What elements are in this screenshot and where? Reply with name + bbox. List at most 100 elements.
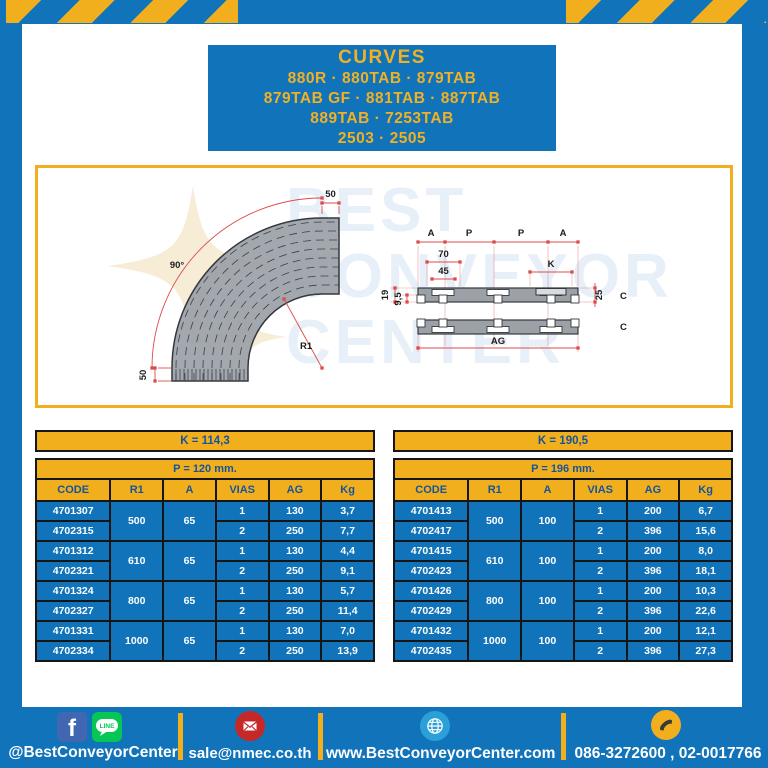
dim-label-ag: AG bbox=[491, 336, 505, 347]
table-row: 4701307 500 65 1 130 3,7 bbox=[34, 500, 375, 542]
cell-ag: 250 bbox=[267, 640, 323, 662]
cell-vias: 1 bbox=[214, 620, 270, 642]
footer-divider bbox=[318, 713, 323, 760]
table-row: 4702417 2 396 15,6 bbox=[392, 520, 733, 542]
spec-table-k114: K = 114,3 P = 120 mm. CODE R1 A VIAS AG Kg 47… bbox=[34, 430, 375, 662]
cell-ag: 396 bbox=[625, 560, 681, 582]
cell-code: 4701413 bbox=[392, 500, 470, 522]
dim-label-50-left: 50 bbox=[138, 370, 149, 381]
svg-text:LINE: LINE bbox=[100, 723, 115, 730]
column-header-code: CODE bbox=[392, 478, 470, 502]
cell-r1: 800 bbox=[467, 580, 523, 622]
cell-ag: 396 bbox=[625, 600, 681, 622]
end-face-hatch bbox=[175, 369, 245, 380]
cell-kg: 6,7 bbox=[678, 500, 733, 522]
table-row: 4702321 2 250 9,1 bbox=[34, 560, 375, 582]
dim-label-25: 25 bbox=[594, 289, 605, 300]
table-row: 4702327 2 250 11,4 bbox=[34, 600, 375, 622]
cell-vias: 2 bbox=[572, 560, 628, 582]
cell-vias: 1 bbox=[572, 500, 628, 522]
cell-r1: 610 bbox=[467, 540, 523, 582]
globe-icon bbox=[420, 711, 450, 741]
dim-label-k: K bbox=[548, 259, 555, 270]
curve-and-section-drawing: 50 50 90° R1 bbox=[138, 189, 627, 383]
k-tab-insert bbox=[535, 288, 567, 296]
cell-kg: 3,7 bbox=[320, 500, 375, 522]
cell-code: 4701432 bbox=[392, 620, 470, 642]
dim-label-19: 19 bbox=[380, 290, 391, 301]
spec-table-k190: K = 190,5 P = 196 mm. CODE R1 A VIAS AG Kg 47… bbox=[392, 430, 733, 662]
facebook-handle: @BestConveyorCenter bbox=[8, 744, 178, 761]
dim-label-90deg: 90° bbox=[170, 260, 185, 271]
column-header-ag: AG bbox=[625, 478, 681, 502]
cell-vias: 1 bbox=[572, 540, 628, 562]
cell-code: 4702315 bbox=[34, 520, 112, 542]
cell-vias: 2 bbox=[572, 600, 628, 622]
cell-code: 4702417 bbox=[392, 520, 470, 542]
cell-ag: 130 bbox=[267, 580, 323, 602]
p-value-header: P = 196 mm. bbox=[393, 458, 733, 480]
table-row: 4702423 2 396 18,1 bbox=[392, 560, 733, 582]
email-address: sale@nmec.co.th bbox=[188, 745, 312, 762]
column-header-kg: Kg bbox=[678, 478, 733, 502]
cell-ag: 250 bbox=[267, 520, 323, 542]
facebook-icon: f bbox=[57, 712, 87, 742]
cell-a: 100 bbox=[520, 580, 575, 622]
cell-kg: 11,4 bbox=[320, 600, 375, 622]
k-value-header: K = 190,5 bbox=[393, 430, 733, 452]
email-icon bbox=[235, 711, 265, 741]
dim-label-a1: A bbox=[428, 228, 435, 239]
column-header-kg: Kg bbox=[320, 478, 375, 502]
table-row: 4701331 1000 65 1 130 7,0 bbox=[34, 620, 375, 662]
cell-ag: 200 bbox=[625, 620, 681, 642]
p-value-header: P = 120 mm. bbox=[35, 458, 375, 480]
cell-kg: 4,4 bbox=[320, 540, 375, 562]
title-model-line: 889TAB · 7253TAB bbox=[310, 110, 454, 127]
cell-a: 100 bbox=[520, 500, 575, 542]
column-header-a: A bbox=[162, 478, 217, 502]
curve-drawing: 50 50 90° R1 bbox=[138, 189, 341, 383]
cell-vias: 1 bbox=[572, 580, 628, 602]
cell-kg: 15,6 bbox=[678, 520, 733, 542]
cell-vias: 1 bbox=[572, 620, 628, 642]
column-header-ag: AG bbox=[267, 478, 323, 502]
dim-label-70: 70 bbox=[438, 249, 449, 260]
title-model-line: 879TAB GF · 881TAB · 887TAB bbox=[263, 90, 501, 107]
cell-kg: 7,7 bbox=[320, 520, 375, 542]
data-table: P = 120 mm. CODE R1 A VIAS AG Kg 4701307 500 65… bbox=[34, 458, 375, 662]
cell-kg: 27,3 bbox=[678, 640, 733, 662]
cell-code: 4702334 bbox=[34, 640, 112, 662]
dim-label-r1: R1 bbox=[300, 341, 313, 352]
cell-vias: 2 bbox=[214, 600, 270, 622]
footer-divider bbox=[178, 713, 183, 760]
cell-code: 4702423 bbox=[392, 560, 470, 582]
cell-ag: 200 bbox=[625, 540, 681, 562]
table-row: 4702429 2 396 22,6 bbox=[392, 600, 733, 622]
table-row: 4701426 800 100 1 200 10,3 bbox=[392, 580, 733, 622]
cell-vias: 1 bbox=[214, 500, 270, 522]
cell-vias: 2 bbox=[572, 640, 628, 662]
cell-r1: 610 bbox=[109, 540, 165, 582]
cell-code: 4701415 bbox=[392, 540, 470, 562]
cell-kg: 12,1 bbox=[678, 620, 733, 642]
cell-ag: 250 bbox=[267, 560, 323, 582]
dim-label-p1: P bbox=[466, 228, 473, 239]
line-icon: LINE bbox=[92, 712, 122, 742]
table-row: 4702435 2 396 27,3 bbox=[392, 640, 733, 662]
cell-vias: 2 bbox=[214, 520, 270, 542]
cell-r1: 500 bbox=[109, 500, 165, 542]
table-row: 4701324 800 65 1 130 5,7 bbox=[34, 580, 375, 622]
column-header-a: A bbox=[520, 478, 575, 502]
cell-ag: 130 bbox=[267, 620, 323, 642]
phone-icon bbox=[651, 710, 681, 740]
title-model-line: 880R · 880TAB · 879TAB bbox=[287, 70, 477, 87]
cell-code: 4702327 bbox=[34, 600, 112, 622]
cell-ag: 130 bbox=[267, 540, 323, 562]
table-row: 4702334 2 250 13,9 bbox=[34, 640, 375, 662]
table-row: 4701413 500 100 1 200 6,7 bbox=[392, 500, 733, 542]
website-url: www.BestConveyorCenter.com bbox=[326, 745, 556, 762]
table-row: 4701432 1000 100 1 200 12,1 bbox=[392, 620, 733, 662]
hazard-stripes-right bbox=[566, 0, 766, 23]
cell-a: 100 bbox=[520, 540, 575, 582]
